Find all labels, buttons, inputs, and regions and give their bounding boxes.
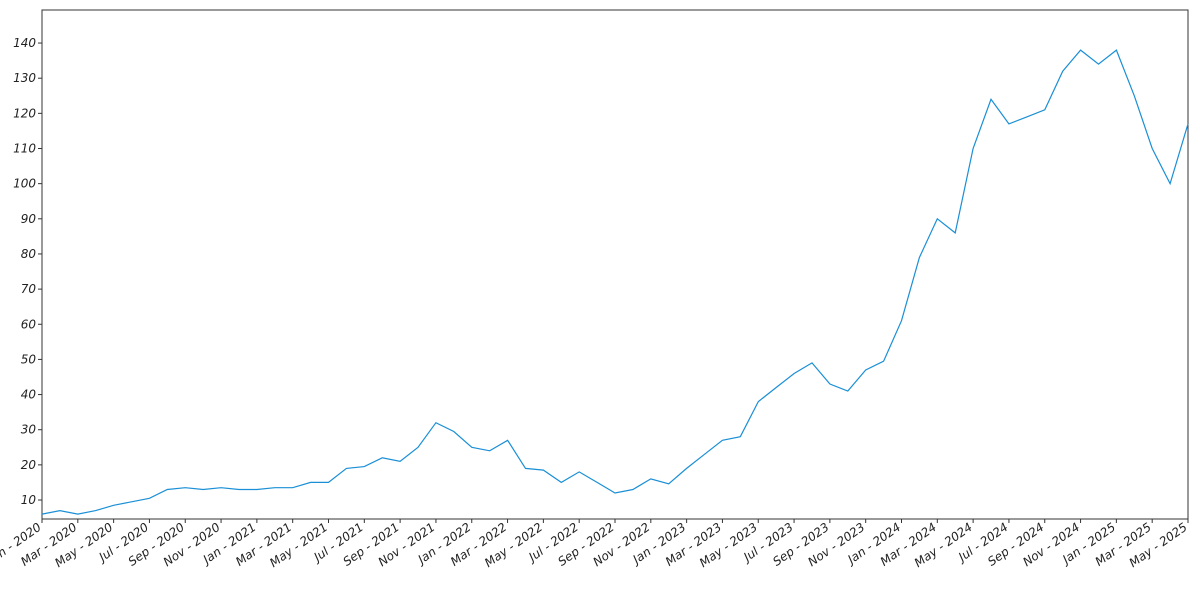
y-tick-label: 120 (13, 106, 36, 120)
y-tick-label: 50 (21, 352, 37, 366)
y-tick-label: 100 (13, 177, 36, 191)
y-tick-label: 70 (21, 282, 37, 296)
y-tick-label: 30 (21, 423, 37, 437)
y-tick-label: 10 (21, 493, 37, 507)
y-tick-label: 20 (21, 458, 37, 472)
plot-frame (41, 9, 1189, 520)
y-tick-label: 140 (13, 36, 36, 50)
y-tick-label: 130 (13, 71, 36, 85)
y-tick-label: 110 (13, 141, 36, 155)
price-line (41, 49, 1189, 515)
y-tick-label: 80 (21, 247, 37, 261)
y-tick-label: 90 (21, 212, 37, 226)
y-tick-label: 60 (21, 317, 37, 331)
y-tick-label: 40 (21, 388, 37, 402)
